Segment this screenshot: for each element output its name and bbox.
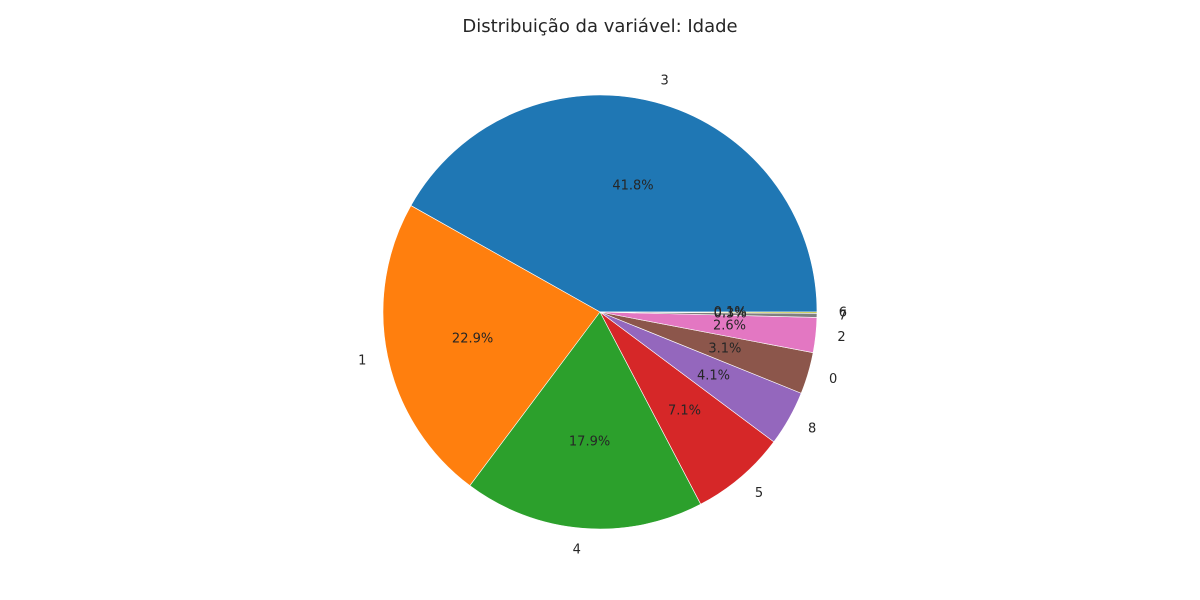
pie-category-label: 3 <box>661 74 669 89</box>
pie-category-label: 6 <box>839 305 847 320</box>
pie-percent-label: 4.1% <box>697 368 730 383</box>
pie-slices <box>382 94 818 530</box>
pie-category-labels: 3 1 4 5 8 0 2 76 <box>358 74 847 558</box>
pie-percent-label: 22.9% <box>452 331 493 346</box>
pie-category-label: 0 <box>829 372 837 387</box>
pie-slice-4 <box>469 311 702 530</box>
pie-slice-6 <box>599 311 818 314</box>
pie-category-label: 7 <box>839 308 847 323</box>
pie-category-label: 5 <box>755 486 763 501</box>
pie-percent-label: 41.8% <box>612 179 653 194</box>
chart-title: Distribuição da variável: Idade <box>462 16 738 37</box>
pie-percent-label: 3.1% <box>708 341 741 356</box>
pie-slice-1 <box>382 205 601 487</box>
pie-percent-labels: 41.8% 22.9% 17.9% 7.1% 4.1% 3.1% 2.6%0.3%0.1% <box>452 179 747 450</box>
pie-percent-label: 17.9% <box>569 434 610 449</box>
pie-category-label: 8 <box>808 422 816 437</box>
pie-category-label: 4 <box>573 542 581 557</box>
pie-slice-3 <box>410 94 818 313</box>
pie-percent-label: 2.6% <box>713 318 746 333</box>
pie-category-label: 1 <box>358 354 366 369</box>
pie-percent-label: 7.1% <box>668 404 701 419</box>
pie-percent-label: 0.3% <box>714 307 747 322</box>
pie-category-label: 2 <box>837 330 845 345</box>
pie-percent-label: 0.1% <box>714 305 747 320</box>
